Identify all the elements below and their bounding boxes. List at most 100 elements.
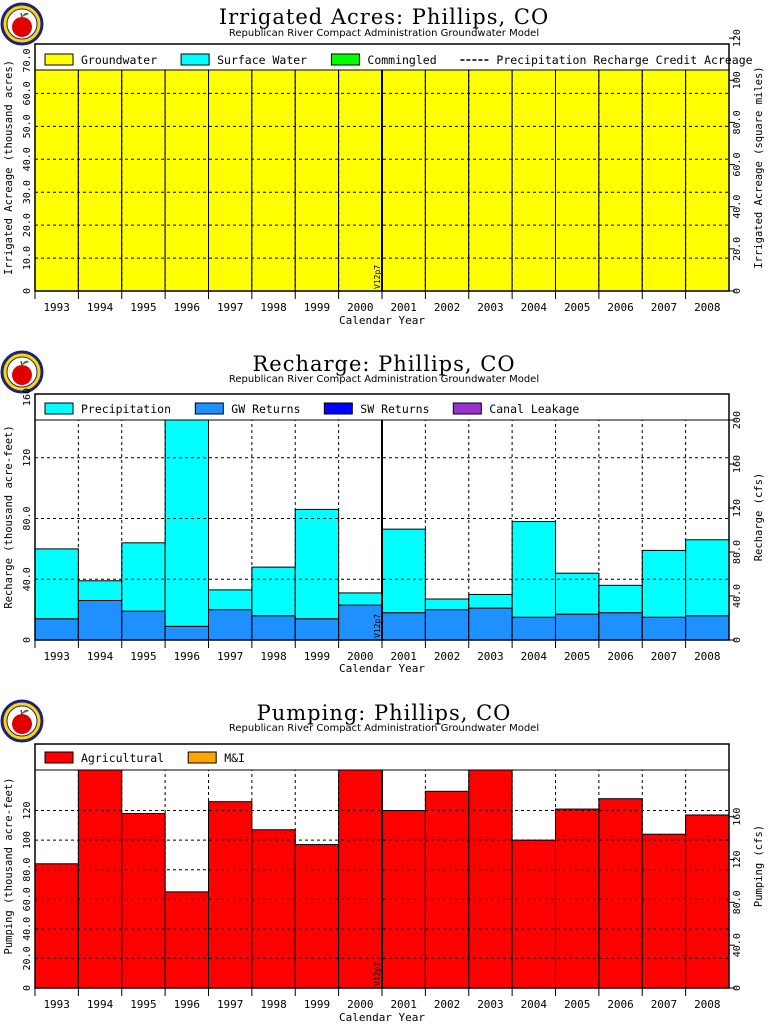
- bar-agricultural-1994: [77, 746, 123, 989]
- bar-gw-returns-2003: [468, 607, 513, 641]
- bar-groundwater-1993: [34, 43, 79, 292]
- irrigated-acres-panel: Irrigated Acres: Phillips, CO Republican…: [0, 0, 768, 340]
- y-tick-label: 40.0: [22, 917, 33, 941]
- legend-label: Canal Leakage: [489, 402, 579, 416]
- legend-item: Canal Leakage: [452, 402, 579, 416]
- x-tick-label: 2005: [564, 650, 591, 663]
- y2-tick-label: 120: [732, 499, 743, 517]
- x-tick-label: 1998: [260, 301, 287, 314]
- bar-gw-returns-1999: [294, 618, 340, 641]
- bar-groundwater-1998: [251, 43, 296, 292]
- x-tick-label: 1993: [43, 998, 70, 1011]
- x-tick-label: 1995: [130, 650, 157, 663]
- y2-axis-label: Irrigated Acreage (square miles): [753, 66, 765, 268]
- chart-title: Pumping: Phillips, CO: [256, 701, 512, 725]
- x-tick-label: 1997: [217, 650, 244, 663]
- bar-precipitation-1995: [121, 542, 166, 612]
- bar-precipitation-1996: [164, 399, 209, 627]
- bar-groundwater-1994: [77, 43, 123, 292]
- recharge-panel: Recharge: Phillips, CO Republican River …: [0, 345, 768, 685]
- y-tick-label: 70.0: [22, 48, 33, 72]
- x-tick-label: 1993: [43, 650, 70, 663]
- legend-swatch: [452, 402, 482, 415]
- legend-label: M&I: [224, 751, 245, 765]
- bar-groundwater-2001: [381, 65, 426, 292]
- y-tick-label: 20.0: [22, 213, 33, 237]
- pumping-panel: Pumping: Phillips, CO Republican River C…: [0, 694, 768, 1034]
- bar-agricultural-1997: [208, 801, 253, 989]
- x-tick-label: 2000: [347, 650, 374, 663]
- bar-groundwater-1995: [121, 43, 166, 292]
- y-tick-label: 10.0: [22, 246, 33, 270]
- x-tick-label: 1997: [217, 301, 244, 314]
- chart-subtitle: Republican River Compact Administration …: [228, 374, 540, 385]
- stage-marker-label: V12p7: [373, 614, 382, 638]
- x-tick-label: 2007: [651, 650, 678, 663]
- y2-tick-label: 40.0: [732, 584, 743, 608]
- x-tick-label: 2004: [521, 301, 548, 314]
- bar-agricultural-2003: [468, 765, 513, 989]
- x-tick-label: 2000: [347, 301, 374, 314]
- y-tick-label: 120: [22, 802, 33, 820]
- bar-gw-returns-1994: [77, 600, 123, 641]
- y-axis-label: Pumping (thousand acre-feet): [3, 777, 15, 954]
- y2-tick-label: 40.0: [732, 933, 743, 957]
- bar-gw-returns-1993: [34, 618, 79, 641]
- bar-groundwater-2003: [468, 64, 513, 292]
- legend-swatch: [187, 751, 217, 764]
- y2-tick-label: 120: [732, 29, 743, 47]
- x-tick-label: 2007: [651, 301, 678, 314]
- bar-precipitation-1997: [208, 589, 253, 611]
- legend-label: Precipitation: [81, 402, 171, 416]
- bar-agricultural-2004: [511, 839, 556, 989]
- x-tick-label: 2002: [434, 998, 461, 1011]
- x-tick-label: 2006: [607, 998, 634, 1011]
- bar-precipitation-2007: [641, 549, 687, 618]
- legend-label: Precipitation Recharge Credit Acreage: [496, 53, 752, 67]
- x-tick-label: 2000: [347, 998, 374, 1011]
- x-tick-label: 1994: [87, 998, 114, 1011]
- chart-title: Irrigated Acres: Phillips, CO: [218, 5, 550, 29]
- bar-precipitation-2003: [468, 593, 513, 609]
- legend-item: SW Returns: [323, 402, 430, 416]
- legend-swatch: [44, 402, 74, 415]
- legend-item: Agricultural: [44, 751, 164, 765]
- y2-tick-label: 160: [732, 455, 743, 473]
- bar-groundwater-2005: [555, 57, 600, 292]
- bar-gw-returns-2005: [555, 613, 600, 641]
- recharge-chart: Precipitation GW Returns SW Returns Canal L…: [3, 388, 765, 675]
- bar-agricultural-1998: [251, 829, 296, 989]
- y-tick-label: 40.0: [22, 567, 33, 591]
- y-tick-label: 20.0: [22, 946, 33, 970]
- bar-precipitation-2001: [381, 528, 426, 614]
- y2-tick-label: 160: [732, 808, 743, 826]
- bar-agricultural-1999: [294, 844, 340, 989]
- bar-groundwater-2007: [641, 68, 687, 292]
- chart-subtitle: Republican River Compact Administration …: [228, 723, 540, 734]
- legend-label: Groundwater: [81, 53, 157, 67]
- x-tick-label: 2005: [564, 301, 591, 314]
- bar-agricultural-2006: [598, 798, 643, 989]
- y2-tick-label: 0: [732, 637, 743, 643]
- y-tick-label: 80.0: [22, 858, 33, 882]
- legend-swatch: [330, 53, 360, 66]
- x-tick-label: 1999: [304, 998, 331, 1011]
- bar-groundwater-1997: [208, 43, 253, 292]
- bar-groundwater-2006: [598, 58, 643, 292]
- y-tick-label: 0: [22, 288, 33, 294]
- bar-agricultural-2005: [555, 808, 600, 989]
- legend-band: [35, 44, 729, 70]
- bar-gw-returns-2008: [685, 615, 730, 641]
- y2-tick-label: 60.0: [732, 153, 743, 177]
- bar-precipitation-2008: [685, 539, 730, 617]
- pumping-chart: Agricultural M&I V12p7 1993 1994 1995 1996 1997…: [3, 743, 765, 1024]
- x-tick-label: 2001: [390, 301, 417, 314]
- x-tick-label: 2003: [477, 301, 504, 314]
- x-tick-label: 1993: [43, 301, 70, 314]
- bar-agricultural-2007: [641, 833, 687, 989]
- legend-item: Precipitation Recharge Credit Acreage: [460, 53, 753, 67]
- bar-precipitation-2004: [511, 521, 556, 618]
- x-tick-label: 1994: [87, 650, 114, 663]
- x-tick-label: 2008: [694, 998, 721, 1011]
- legend-label: Agricultural: [81, 751, 164, 765]
